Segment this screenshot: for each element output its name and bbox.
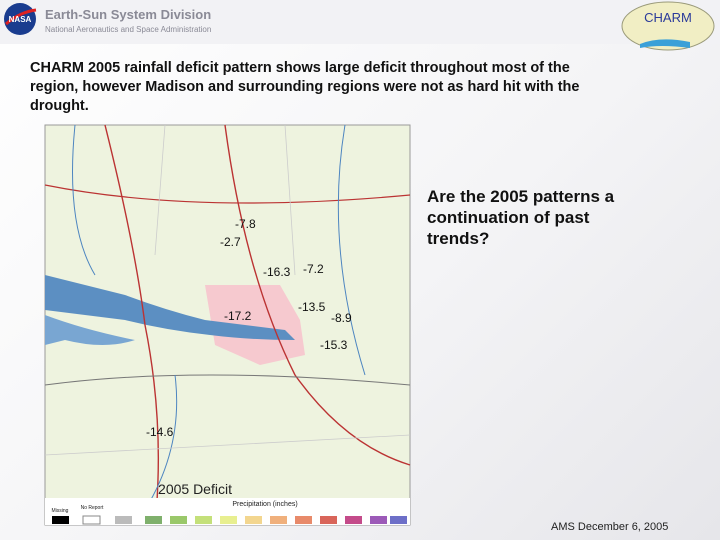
map-value-label: -13.5 bbox=[298, 300, 326, 314]
legend-swatch bbox=[170, 516, 187, 524]
legend-title: Precipitation (inches) bbox=[232, 501, 297, 508]
charm-badge bbox=[621, 1, 715, 51]
legend-swatch bbox=[82, 515, 101, 525]
legend-label: No Report bbox=[81, 505, 104, 511]
header-title: Earth-Sun System Division bbox=[45, 7, 212, 22]
legend-swatch bbox=[52, 516, 69, 524]
header-subtitle: National Aeronautics and Space Administr… bbox=[45, 25, 212, 34]
map-title: 2005 Deficit bbox=[158, 481, 232, 497]
urban-area bbox=[205, 285, 305, 365]
question-text: Are the 2005 patterns a continuation of … bbox=[427, 187, 615, 248]
legend-swatch bbox=[115, 516, 132, 524]
legend-swatch bbox=[145, 516, 162, 524]
legend-swatch bbox=[295, 516, 312, 524]
legend-swatches bbox=[52, 515, 407, 525]
map-value-label: -14.6 bbox=[146, 425, 174, 439]
map-value-label: -16.3 bbox=[263, 265, 291, 279]
legend-swatch bbox=[345, 516, 362, 524]
header-band bbox=[0, 0, 720, 44]
legend-swatch bbox=[220, 516, 237, 524]
lake bbox=[45, 275, 295, 340]
map-value-label: -8.9 bbox=[331, 311, 352, 325]
map-value-label: -7.8 bbox=[235, 217, 256, 231]
legend-label: Missing bbox=[52, 508, 69, 514]
map-value-label: -15.3 bbox=[320, 338, 348, 352]
legend-swatch bbox=[195, 516, 212, 524]
legend-swatch bbox=[320, 516, 337, 524]
road bbox=[104, 124, 160, 526]
nasa-logo-text: NASA bbox=[9, 15, 32, 24]
lake-arm bbox=[45, 315, 135, 345]
charm-water bbox=[640, 39, 690, 48]
map-value-label: -17.2 bbox=[224, 309, 252, 323]
road bbox=[224, 124, 411, 466]
legend-swatch bbox=[245, 516, 262, 524]
road bbox=[44, 184, 411, 204]
body-text: CHARM 2005 rainfall deficit pattern show… bbox=[30, 60, 580, 114]
legend-swatch bbox=[370, 516, 387, 524]
county-line bbox=[44, 124, 411, 456]
map: 2005 Deficit Precipitation (inches) Miss… bbox=[44, 124, 411, 526]
legend-swatch bbox=[390, 516, 407, 524]
map-value-label: -7.2 bbox=[303, 262, 324, 276]
road bbox=[44, 374, 411, 386]
nasa-swoosh bbox=[5, 8, 37, 26]
map-value-label: -2.7 bbox=[220, 235, 241, 249]
footer: AMS December 6, 2005 bbox=[551, 521, 669, 533]
charm-badge-text: CHARM bbox=[644, 10, 692, 25]
legend-swatch bbox=[270, 516, 287, 524]
